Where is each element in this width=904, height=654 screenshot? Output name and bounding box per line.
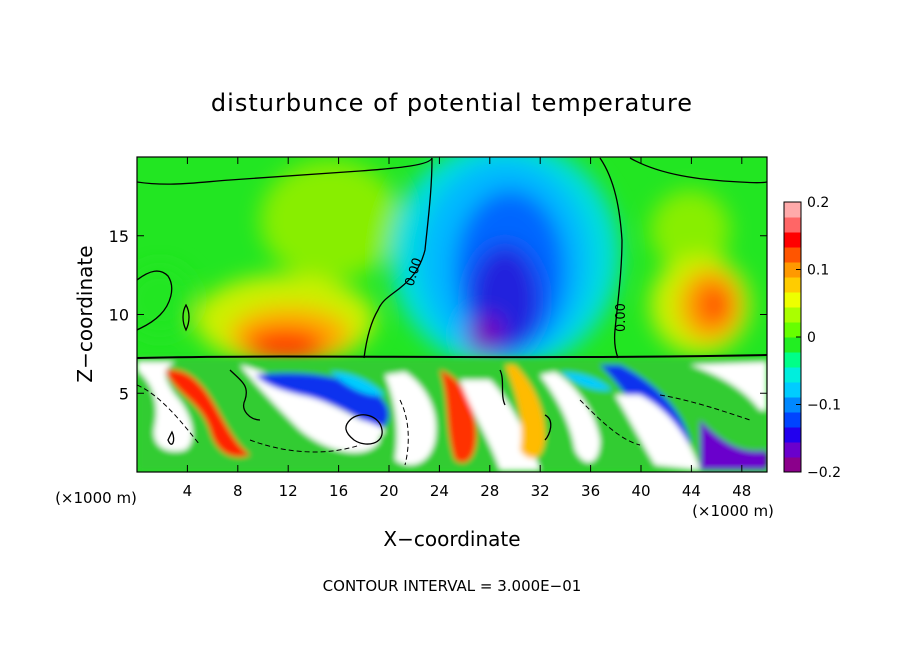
colorbar-swatch — [784, 412, 801, 428]
x-unit-right: (×1000 m) — [692, 502, 774, 520]
colorbar-swatch — [784, 292, 801, 308]
colorbar-swatch — [784, 427, 801, 443]
layer-boundary — [137, 354, 767, 359]
x-tick-label: 20 — [379, 482, 398, 500]
colorbar-swatch — [784, 397, 801, 413]
colorbar-tick-label: 0.1 — [807, 263, 829, 279]
y-tick-label: 15 — [109, 227, 129, 246]
contour-interval-text: CONTOUR INTERVAL = 3.000E−01 — [323, 577, 582, 595]
colorbar-swatch — [784, 307, 801, 323]
x-tick-label: 12 — [279, 482, 298, 500]
x-tick-label: 48 — [732, 482, 751, 500]
x-axis-label: X−coordinate — [383, 527, 520, 551]
colorbar-swatch — [784, 322, 801, 338]
x-tick-label: 24 — [430, 482, 449, 500]
chart-title: disturbunce of potential temperature — [211, 89, 693, 117]
y-tick-label: 5 — [119, 384, 129, 403]
colorbar-swatch — [784, 442, 801, 458]
y-axis-label: Z−coordinate — [73, 245, 97, 382]
colorbar-tick-label: −0.1 — [807, 398, 841, 414]
colorbar-swatch — [784, 247, 801, 263]
y-axis: 5 10 15 — [109, 227, 767, 403]
colorbar-swatch — [784, 277, 801, 293]
contour-label-right: 0.00 — [614, 303, 629, 332]
x-tick-label: 44 — [682, 482, 701, 500]
x-tick-label: 36 — [581, 482, 600, 500]
colorbar — [783, 201, 802, 473]
colorbar-swatch — [784, 202, 801, 218]
x-tick-label: 28 — [480, 482, 499, 500]
colorbar-swatch — [784, 262, 801, 278]
dashed-contours — [137, 384, 751, 466]
colorbar-swatch — [784, 367, 801, 383]
x-tick-label: 32 — [531, 482, 550, 500]
colorbar-tick-label: 0 — [807, 330, 816, 346]
x-tick-label: 16 — [329, 482, 348, 500]
colorbar-tick-label: 0.2 — [807, 195, 829, 211]
x-tick-label: 4 — [183, 482, 193, 500]
colorbar-swatch — [784, 217, 801, 233]
x-tick-label: 8 — [233, 482, 243, 500]
contour-lines — [137, 157, 767, 445]
colorbar-swatch — [784, 232, 801, 248]
colorbar-swatch — [784, 337, 801, 353]
upper-field — [137, 157, 750, 370]
x-tick-label: 40 — [631, 482, 650, 500]
colorbar-swatch — [784, 352, 801, 368]
lower-field — [137, 358, 767, 472]
colorbar-swatch — [784, 382, 801, 398]
y-tick-label: 10 — [109, 306, 129, 325]
x-axis: 4 8 12 16 20 24 28 32 36 40 44 48 — [183, 157, 751, 500]
plot-area — [137, 157, 767, 472]
colorbar-labels: 0.2 0.1 0 −0.1 −0.2 — [796, 195, 841, 481]
colorbar-swatch — [784, 457, 801, 473]
colorbar-tick-label: −0.2 — [807, 465, 841, 481]
x-unit-left: (×1000 m) — [55, 489, 137, 507]
